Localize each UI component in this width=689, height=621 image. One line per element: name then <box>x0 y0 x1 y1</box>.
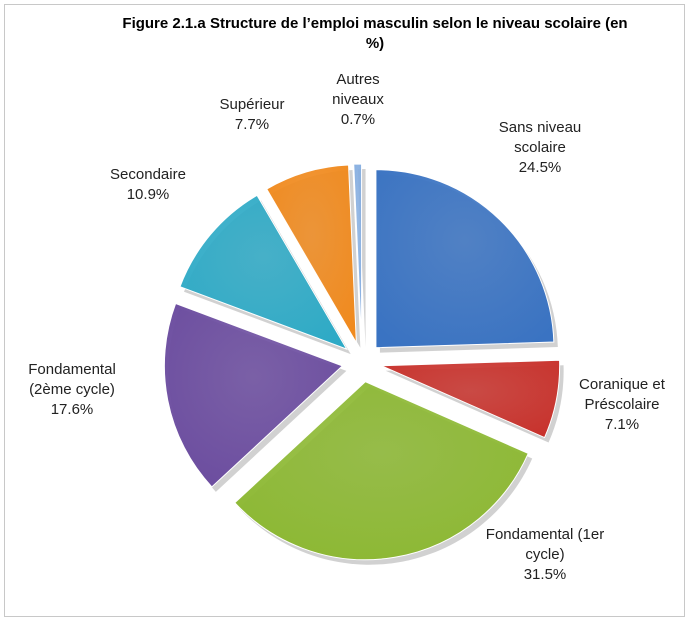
chart-title: Figure 2.1.a Structure de l’emploi mascu… <box>122 15 628 52</box>
pie-slice <box>381 359 561 439</box>
value-label: 7.7% <box>234 116 270 133</box>
pie-slice <box>353 163 363 343</box>
pie-slice <box>375 169 555 349</box>
slice-label: Sans niveau scolaire 24.5% <box>480 118 600 178</box>
category-label: Fondamental (2ème cycle) <box>28 361 116 398</box>
category-label: Autres niveaux <box>332 71 384 108</box>
category-label: Supérieur <box>219 96 285 113</box>
value-label: 31.5% <box>523 566 567 583</box>
pie-slice <box>266 164 357 344</box>
category-label: Fondamental (1er cycle) <box>485 526 605 563</box>
pie-slice <box>234 381 529 561</box>
slice-label: Supérieur 7.7% <box>207 95 297 135</box>
pie-slice <box>163 302 344 488</box>
value-label: 7.1% <box>604 416 640 433</box>
value-label: 0.7% <box>340 111 376 128</box>
value-label: 17.6% <box>50 401 94 418</box>
pie-slice <box>179 194 348 351</box>
chart-border <box>4 4 685 617</box>
slice-label: Coranique et Préscolaire 7.1% <box>565 375 680 435</box>
category-label: Coranique et Préscolaire <box>579 376 665 413</box>
slice-label: Fondamental (1er cycle) 31.5% <box>480 525 610 585</box>
value-label: 24.5% <box>518 159 562 176</box>
slice-label: Fondamental (2ème cycle) 17.6% <box>7 360 137 420</box>
value-label: 10.9% <box>126 186 170 203</box>
category-label: Sans niveau scolaire <box>498 119 582 156</box>
slice-label: Secondaire 10.9% <box>93 165 203 205</box>
slice-label: Autres niveaux 0.7% <box>318 70 398 130</box>
category-label: Secondaire <box>110 166 186 183</box>
